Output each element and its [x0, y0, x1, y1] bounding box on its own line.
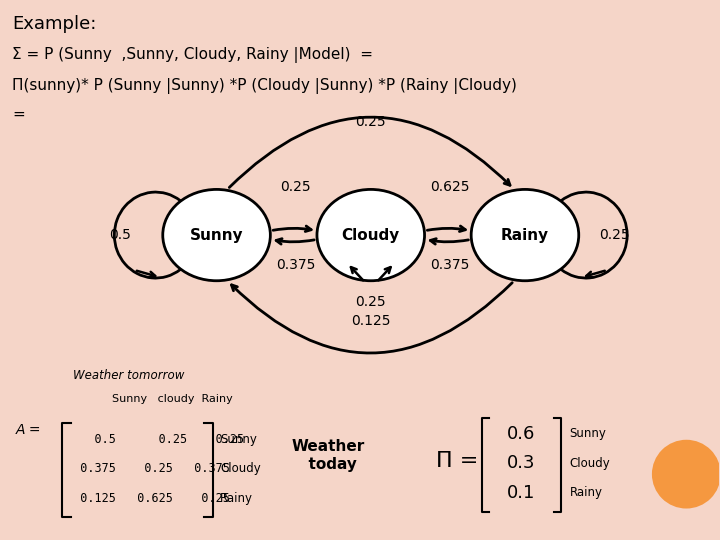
Text: 0.25: 0.25	[280, 180, 311, 194]
Text: 0.125   0.625    0.25: 0.125 0.625 0.25	[66, 492, 230, 505]
Text: Sunny: Sunny	[220, 433, 257, 446]
Text: 0.3: 0.3	[507, 454, 536, 472]
Ellipse shape	[317, 190, 425, 281]
Ellipse shape	[652, 440, 720, 509]
Text: 0.625: 0.625	[430, 180, 469, 194]
Text: Sunny: Sunny	[190, 227, 243, 242]
Text: Π(sunny)* P (Sunny |Sunny) *P (Cloudy |Sunny) *P (Rainy |Cloudy): Π(sunny)* P (Sunny |Sunny) *P (Cloudy |S…	[12, 78, 517, 93]
Text: 0.5: 0.5	[109, 228, 130, 242]
Text: =: =	[12, 107, 25, 122]
Text: 0.25: 0.25	[599, 228, 630, 242]
Text: A =: A =	[16, 423, 41, 437]
Text: Weather
  today: Weather today	[291, 439, 364, 471]
Text: Cloudy: Cloudy	[220, 462, 261, 475]
Text: Σ = P (Sunny  ,Sunny, Cloudy, Rainy |Model)  =: Σ = P (Sunny ,Sunny, Cloudy, Rainy |Mode…	[12, 47, 373, 63]
Text: Weather tomorrow: Weather tomorrow	[73, 369, 184, 382]
Ellipse shape	[163, 190, 270, 281]
Text: Rainy: Rainy	[220, 492, 253, 505]
Text: 0.6: 0.6	[507, 425, 536, 443]
Text: Sunny: Sunny	[570, 427, 606, 440]
Text: Cloudy: Cloudy	[570, 457, 610, 470]
Ellipse shape	[471, 190, 579, 281]
Text: 0.125: 0.125	[351, 314, 390, 328]
Text: 0.25: 0.25	[356, 295, 386, 309]
Text: 0.375: 0.375	[430, 258, 469, 272]
Text: 0.375    0.25   0.375: 0.375 0.25 0.375	[66, 462, 230, 475]
Text: 0.5      0.25    0.25: 0.5 0.25 0.25	[66, 433, 244, 446]
Text: 0.25: 0.25	[356, 115, 386, 129]
Text: Rainy: Rainy	[570, 487, 603, 500]
Text: Example:: Example:	[12, 15, 96, 33]
Text: Π =: Π =	[436, 451, 478, 471]
Text: Rainy: Rainy	[501, 227, 549, 242]
Text: 0.1: 0.1	[507, 484, 536, 502]
Text: 0.375: 0.375	[276, 258, 315, 272]
Text: Cloudy: Cloudy	[341, 227, 400, 242]
Text: Sunny   cloudy  Rainy: Sunny cloudy Rainy	[105, 394, 233, 403]
